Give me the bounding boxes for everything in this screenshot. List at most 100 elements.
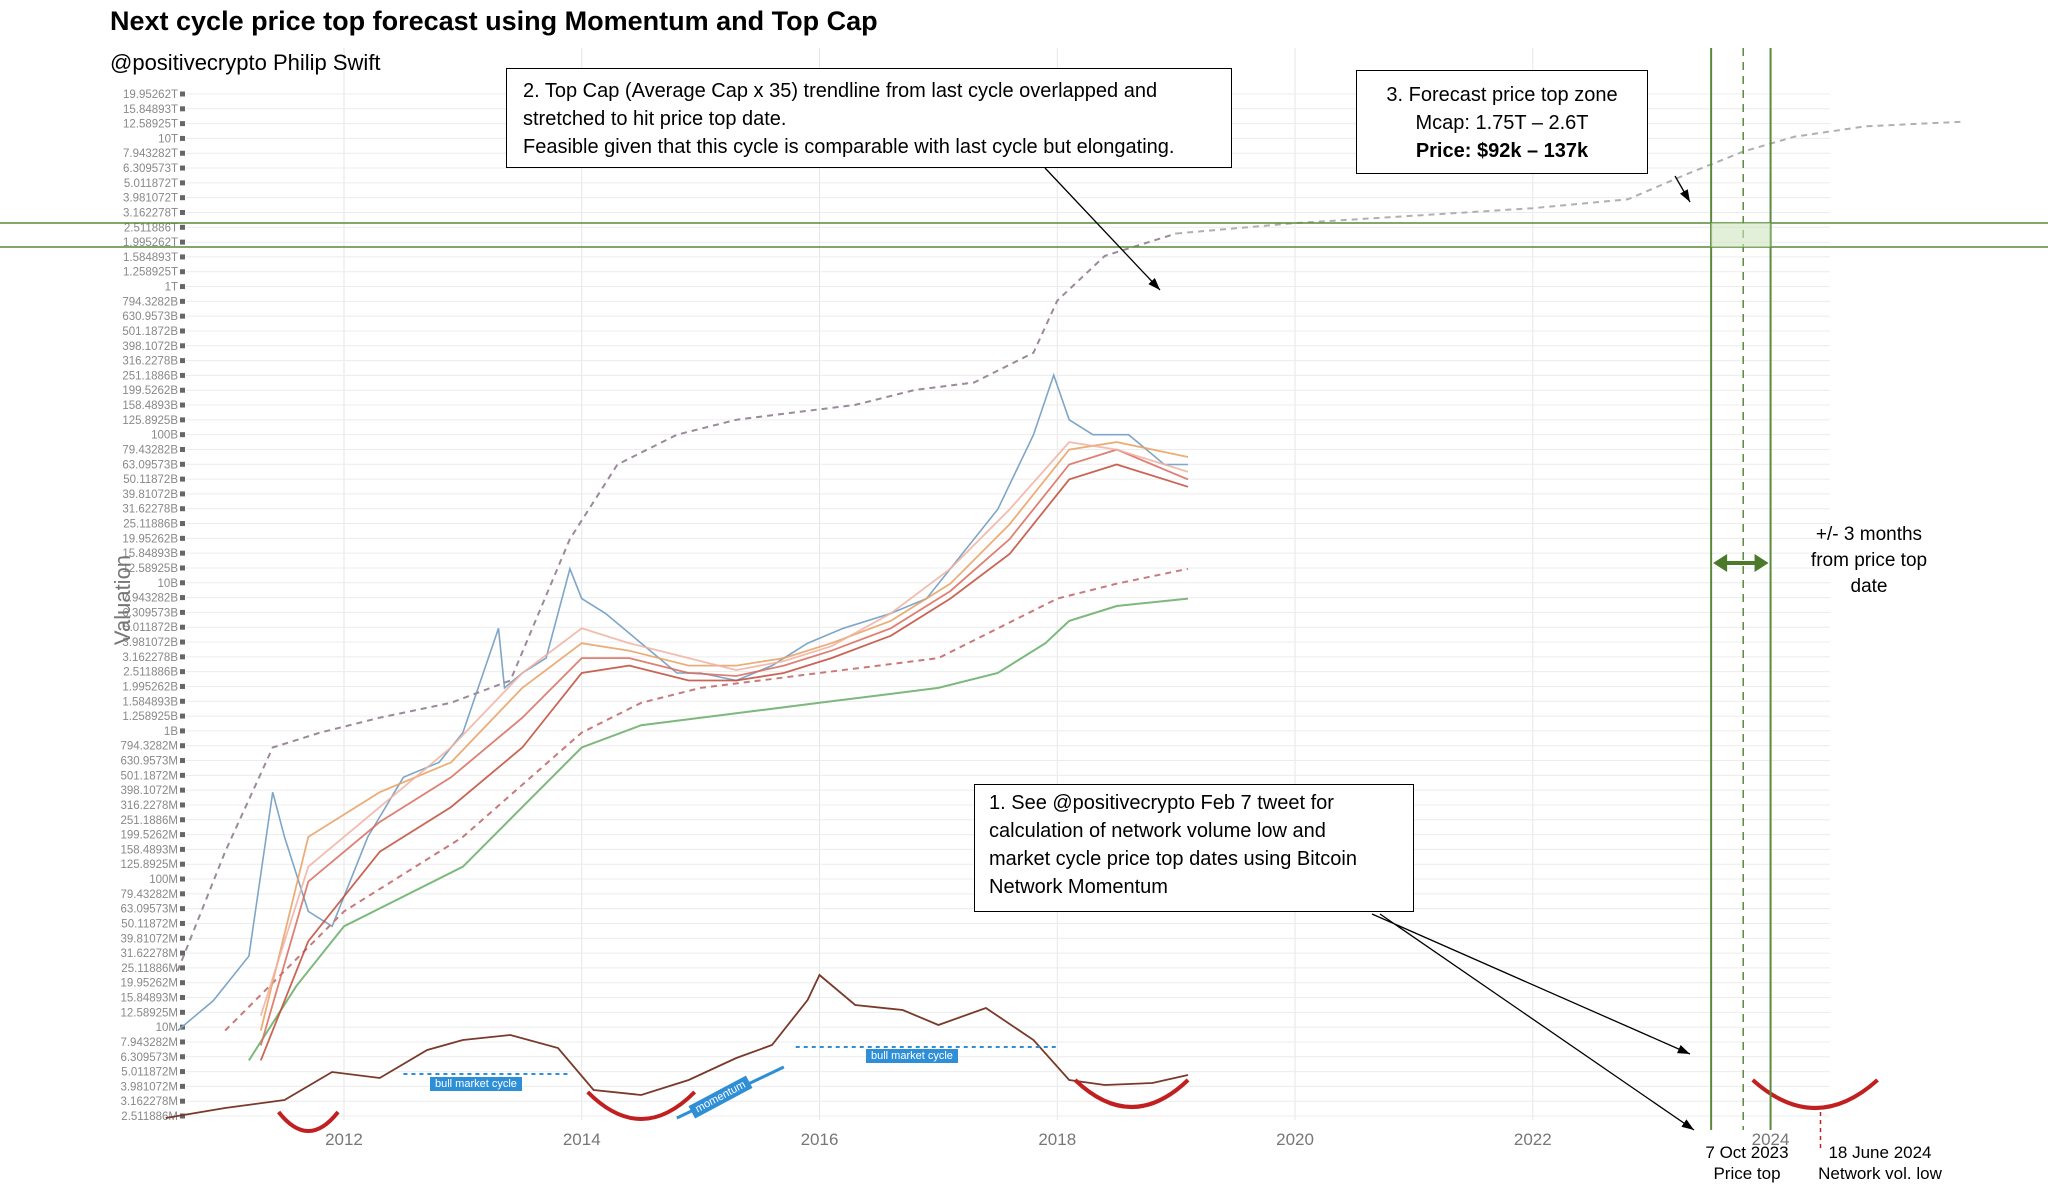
annotation-arrow-head — [1680, 189, 1690, 202]
y-tick-mark — [180, 432, 185, 438]
y-tick-mark — [180, 802, 185, 808]
y-tick-mark — [180, 920, 185, 926]
date-line: Network vol. low — [1818, 1164, 1942, 1183]
annotation-box-topcap: 2. Top Cap (Average Cap x 35) trendline … — [506, 68, 1232, 168]
y-tick-label: 2.511886M — [121, 1111, 178, 1123]
moving-average-line — [259, 448, 1189, 1046]
y-tick-mark — [180, 239, 185, 245]
y-tick-mark — [180, 787, 185, 793]
y-tick-label: 3.162278T — [123, 207, 178, 219]
y-tick-mark — [180, 195, 185, 201]
annotation-box-momentum: 1. See @positivecrypto Feb 7 tweet for c… — [974, 784, 1414, 912]
y-tick-mark — [180, 150, 185, 156]
y-tick-label: 2.511886T — [124, 222, 178, 234]
annotation-line: market cycle price top dates using Bitco… — [989, 848, 1357, 870]
arrow-head-left — [1713, 554, 1728, 572]
y-tick-label: 100M — [149, 874, 178, 886]
y-tick-label: 1.584893B — [122, 696, 178, 708]
annotation-line: Network Momentum — [989, 876, 1168, 898]
y-tick-mark — [180, 639, 185, 645]
author-credit: @positivecrypto Philip Swift — [110, 50, 381, 75]
y-tick-mark — [180, 609, 185, 615]
y-tick-mark — [180, 224, 185, 230]
y-tick-label: 5.011872B — [123, 622, 178, 634]
y-tick-mark — [180, 580, 185, 586]
y-tick-label: 398.1072M — [120, 785, 178, 797]
y-tick-mark — [180, 935, 185, 941]
annotation-arrow-head — [1677, 1044, 1690, 1054]
annotation-arrow — [1044, 167, 1161, 291]
y-tick-mark — [180, 521, 185, 527]
y-tick-label: 251.1886B — [122, 370, 178, 382]
y-tick-label: 19.95262T — [123, 89, 178, 101]
y-tick-label: 15.84893B — [122, 548, 178, 560]
y-tick-label: 3.981072M — [120, 1081, 178, 1093]
y-tick-label: 3.162278B — [122, 652, 178, 664]
series-line — [177, 372, 1188, 1032]
annotation-line: 2. Top Cap (Average Cap x 35) trendline … — [523, 80, 1158, 102]
y-tick-mark — [180, 832, 185, 838]
y-tick-mark — [180, 817, 185, 823]
date-line: 7 Oct 2023 — [1705, 1143, 1789, 1162]
y-axis-label: Valuation — [110, 555, 135, 645]
y-tick-label: 1.258925T — [123, 267, 178, 279]
y-tick-mark — [180, 743, 185, 749]
y-tick-label: 501.1872B — [122, 326, 178, 338]
y-tick-mark — [180, 491, 185, 497]
y-tick-label: 630.9573B — [122, 311, 178, 323]
x-tick-label: 2020 — [1276, 1130, 1314, 1149]
y-tick-mark — [180, 728, 185, 734]
chart-title: Next cycle price top forecast using Mome… — [110, 6, 878, 36]
y-tick-mark — [180, 906, 185, 912]
y-tick-mark — [180, 135, 185, 141]
y-tick-mark — [180, 106, 185, 112]
cycle-low-arc — [586, 1090, 697, 1121]
y-tick-label: 7.943282B — [122, 593, 178, 605]
arrow-head-right — [1754, 554, 1769, 572]
x-tick-label: 2024 — [1752, 1130, 1790, 1149]
y-tick-mark — [180, 950, 185, 956]
y-tick-mark — [180, 995, 185, 1001]
y-tick-mark — [180, 343, 185, 349]
y-tick-mark — [180, 402, 185, 408]
y-tick-label: 50.11872B — [123, 474, 178, 486]
y-tick-mark — [180, 595, 185, 601]
note-line: date — [1850, 576, 1888, 597]
y-tick-mark — [180, 387, 185, 393]
y-tick-label: 125.8925B — [122, 415, 178, 427]
y-tick-label: 79.43282M — [120, 889, 178, 901]
y-tick-label: 158.4893B — [122, 400, 178, 412]
y-tick-label: 15.84893M — [120, 993, 178, 1005]
note-line: +/- 3 months — [1815, 524, 1923, 545]
y-tick-label: 12.58925T — [123, 119, 178, 131]
y-tick-mark — [180, 550, 185, 556]
annotation-arrow — [1379, 913, 1695, 1131]
annotation-box-forecast: 3. Forecast price top zone Mcap: 1.75T –… — [1356, 70, 1648, 174]
moving-average-line — [259, 441, 1189, 1031]
y-tick-label: 19.95262M — [120, 978, 178, 990]
y-tick-mark — [180, 758, 185, 764]
y-tick-mark — [180, 1069, 185, 1075]
momentum-line — [165, 973, 1189, 1119]
annotation-line: calculation of network volume low and — [989, 820, 1326, 842]
y-tick-label: 6.309573T — [123, 163, 178, 175]
y-tick-mark — [180, 254, 185, 260]
y-tick-label: 125.8925M — [120, 859, 178, 871]
y-tick-mark — [180, 565, 185, 571]
y-tick-label: 199.5262B — [122, 385, 178, 397]
x-tick-label: 2016 — [801, 1130, 839, 1149]
y-tick-mark — [180, 1039, 185, 1045]
y-tick-mark — [180, 269, 185, 275]
x-tick-label: 2012 — [325, 1130, 363, 1149]
y-tick-mark — [180, 683, 185, 689]
y-tick-label: 63.09573M — [120, 904, 178, 916]
y-tick-mark — [180, 876, 185, 882]
y-tick-label: 31.62278B — [122, 504, 178, 516]
annotation-line: 1. See @positivecrypto Feb 7 tweet for — [989, 792, 1334, 814]
cycle-low-arc — [1073, 1078, 1190, 1109]
y-tick-label: 25.11886M — [121, 963, 178, 975]
y-tick-label: 3.162278M — [120, 1096, 178, 1108]
y-tick-mark — [180, 669, 185, 675]
y-tick-label: 5.011872T — [124, 178, 178, 190]
y-tick-mark — [180, 165, 185, 171]
